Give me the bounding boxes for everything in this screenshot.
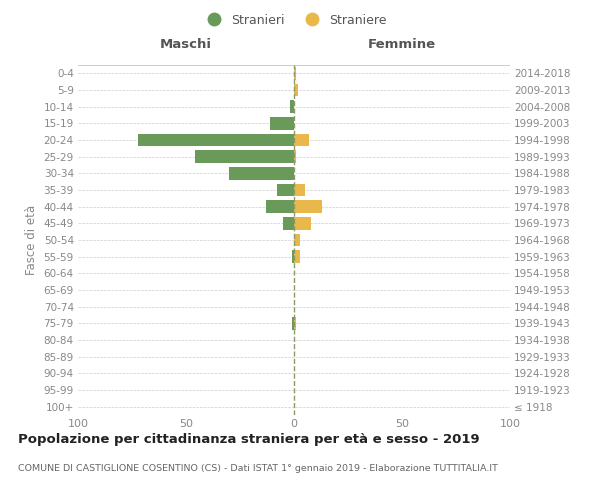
Bar <box>277 184 294 196</box>
Bar <box>294 317 296 330</box>
Bar <box>292 317 294 330</box>
Bar <box>294 234 301 246</box>
Legend: Stranieri, Straniere: Stranieri, Straniere <box>196 8 392 32</box>
Bar <box>292 250 294 263</box>
Text: Popolazione per cittadinanza straniera per età e sesso - 2019: Popolazione per cittadinanza straniera p… <box>18 432 479 446</box>
Text: Femmine: Femmine <box>368 38 436 51</box>
Bar <box>229 167 294 179</box>
Bar <box>283 217 294 230</box>
Bar <box>270 117 294 130</box>
Bar <box>294 200 322 213</box>
Text: Maschi: Maschi <box>160 38 212 51</box>
Bar <box>294 67 296 80</box>
Bar <box>266 200 294 213</box>
Bar <box>294 250 301 263</box>
Y-axis label: Fasce di età: Fasce di età <box>25 205 38 275</box>
Bar <box>294 184 305 196</box>
Bar <box>194 150 294 163</box>
Bar <box>294 134 309 146</box>
Bar <box>294 150 296 163</box>
Bar <box>139 134 294 146</box>
Text: COMUNE DI CASTIGLIONE COSENTINO (CS) - Dati ISTAT 1° gennaio 2019 - Elaborazione: COMUNE DI CASTIGLIONE COSENTINO (CS) - D… <box>18 464 498 473</box>
Bar <box>294 84 298 96</box>
Bar <box>294 217 311 230</box>
Bar <box>290 100 294 113</box>
